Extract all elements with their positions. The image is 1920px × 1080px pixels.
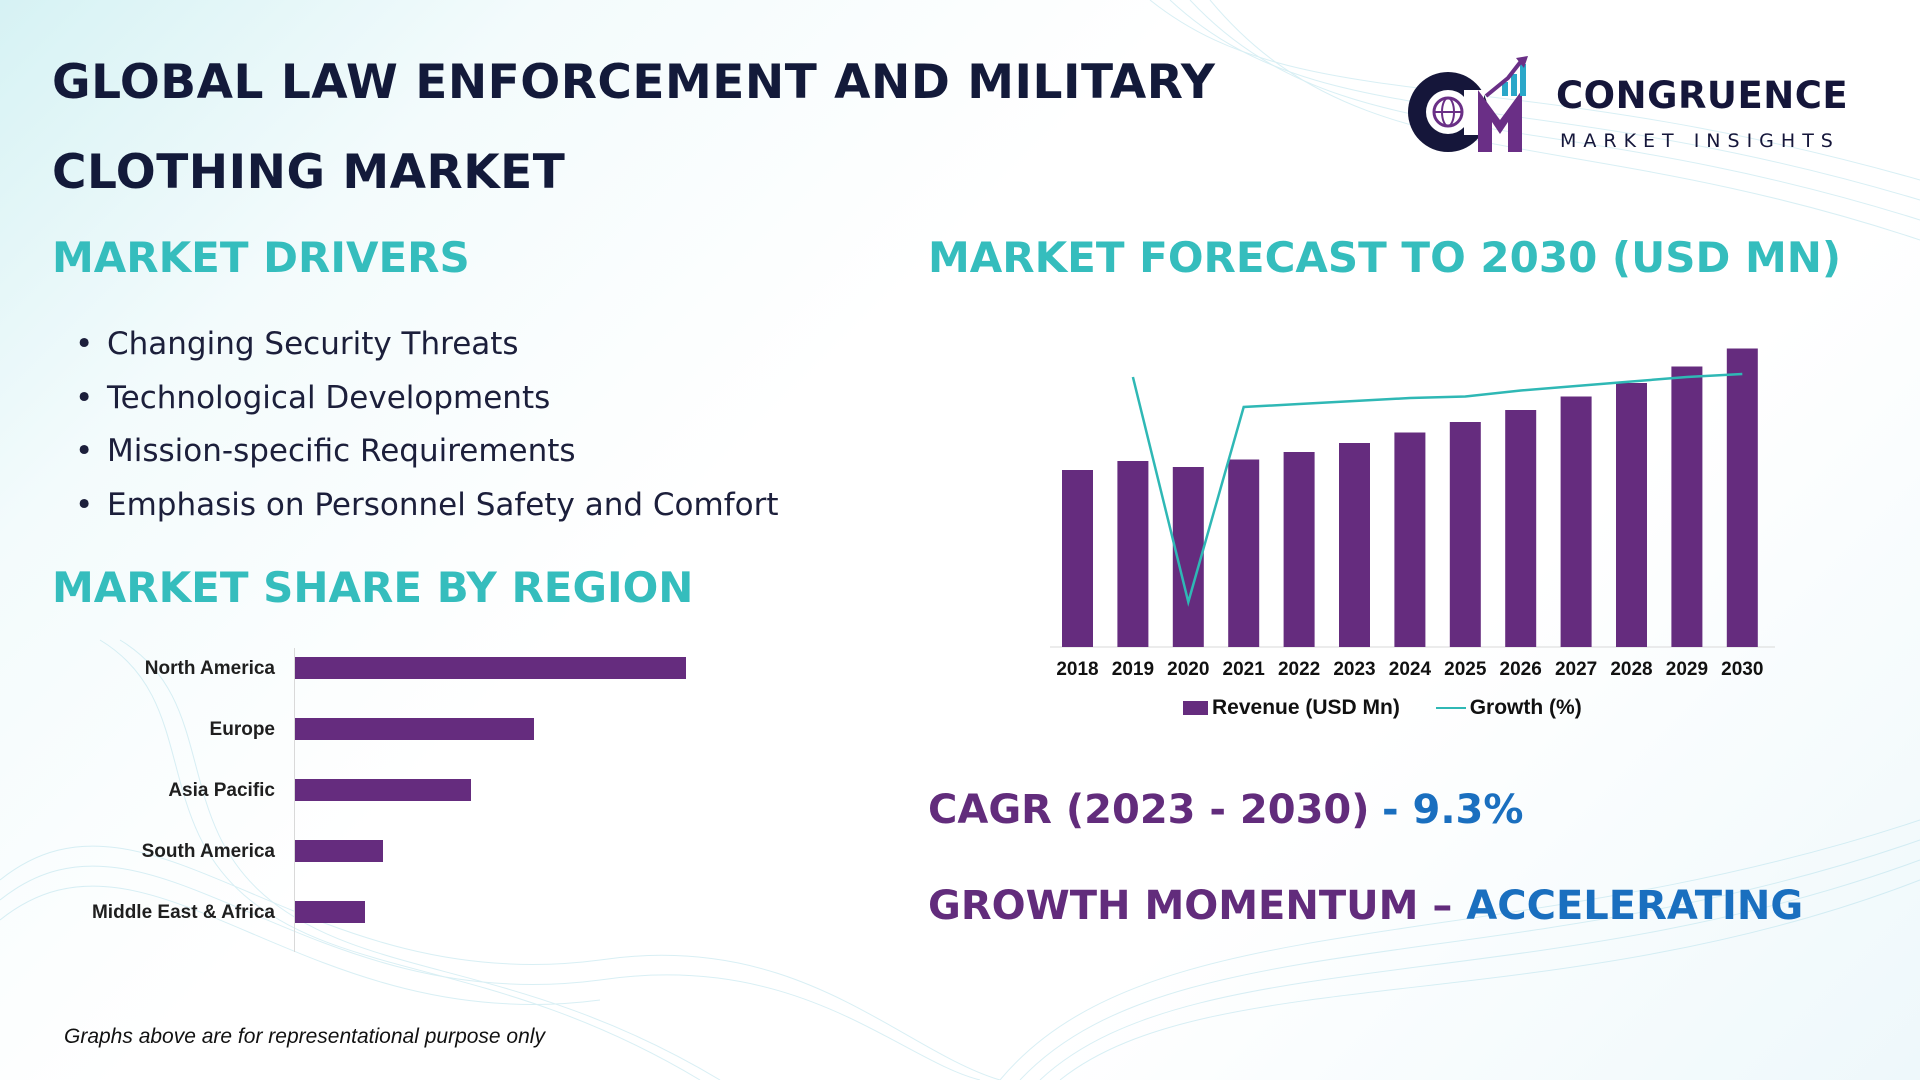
region-heading: MARKET SHARE BY REGION [52,563,694,612]
driver-item: • Emphasis on Personnel Safety and Comfor… [75,486,779,523]
year-tick-label: 2026 [1500,659,1542,680]
legend-label-revenue: Revenue (USD Mn) [1212,696,1400,719]
title-line-1: GLOBAL LAW ENFORCEMENT AND MILITARY [52,55,1216,110]
drivers-heading: MARKET DRIVERS [52,233,470,282]
region-bar [295,840,383,862]
revenue-bar [1671,366,1703,647]
momentum-label: GROWTH MOMENTUM – [928,883,1467,929]
drivers-list: • Changing Security Threats • Technologica… [75,322,778,536]
year-tick-label: 2027 [1555,659,1597,680]
revenue-bar [1339,443,1370,647]
forecast-chart: 2018 2019 2020 2021 2022 2023 2024 2025 2026 2027… [1050,348,1775,680]
region-label: Middle East & Africa [91,902,275,923]
cm-globe-chart-icon [1408,56,1528,152]
revenue-bar [1726,348,1758,647]
footnote: Graphs above are for representational pu… [64,1025,545,1048]
year-tick-label: 2022 [1278,659,1320,680]
revenue-bar [1117,461,1149,647]
region-label: South America [141,841,275,862]
year-tick-label: 2025 [1444,659,1487,680]
year-tick-label: 2028 [1610,659,1652,680]
revenue-bar [1560,396,1592,647]
year-tick-label: 2023 [1333,659,1375,680]
company-logo: CONGRUENCE MARKET INSIGHTS [1400,50,1870,160]
title-line-2: CLOTHING MARKET [52,145,566,200]
region-label: North America [144,658,275,679]
region-bar [295,657,686,679]
year-tick-label: 2021 [1223,659,1266,680]
year-tick-label: 2020 [1167,659,1209,680]
revenue-bar [1228,459,1260,647]
year-tick-label: 2029 [1666,659,1708,680]
revenue-bar [1505,410,1537,647]
driver-item: • Changing Security Threats [75,326,519,362]
logo-name: CONGRUENCE [1556,74,1849,117]
year-tick-label: 2019 [1112,659,1154,680]
growth-line [1131,372,1743,607]
forecast-heading: MARKET FORECAST TO 2030 (USD MN) [928,233,1842,282]
revenue-bar [1449,422,1481,647]
driver-item: • Mission-specific Requirements [75,433,576,469]
year-tick-label: 2018 [1056,659,1098,680]
revenue-bar [1394,432,1426,647]
region-bar [295,718,534,740]
page-title: GLOBAL LAW ENFORCEMENT AND MILITARY CLOT… [52,38,1352,218]
growth-momentum: GROWTH MOMENTUM – ACCELERATING [928,883,1803,929]
revenue-bar [1062,470,1093,647]
cagr-value: - 9.3% [1382,787,1524,833]
forecast-legend: Revenue (USD Mn) Growth (%) [1183,696,1582,720]
driver-item: • Technological Developments [75,379,551,416]
region-chart-axis [294,648,295,952]
momentum-value: ACCELERATING [1466,883,1804,929]
legend-swatch-growth [1435,707,1466,710]
logo-subtitle: MARKET INSIGHTS [1560,130,1840,152]
region-bar [295,901,366,923]
cagr-label: CAGR (2023 - 2030) [928,787,1370,833]
legend-label-growth: Growth (%) [1469,696,1582,719]
revenue-bar [1283,452,1315,647]
revenue-bar [1616,383,1647,647]
region-label: Europe [209,719,275,740]
region-label: Asia Pacific [168,780,275,801]
legend-swatch-revenue [1183,701,1208,716]
year-tick-label: 2030 [1721,659,1763,680]
year-tick-label: 2024 [1389,659,1432,680]
region-bar [295,779,471,801]
